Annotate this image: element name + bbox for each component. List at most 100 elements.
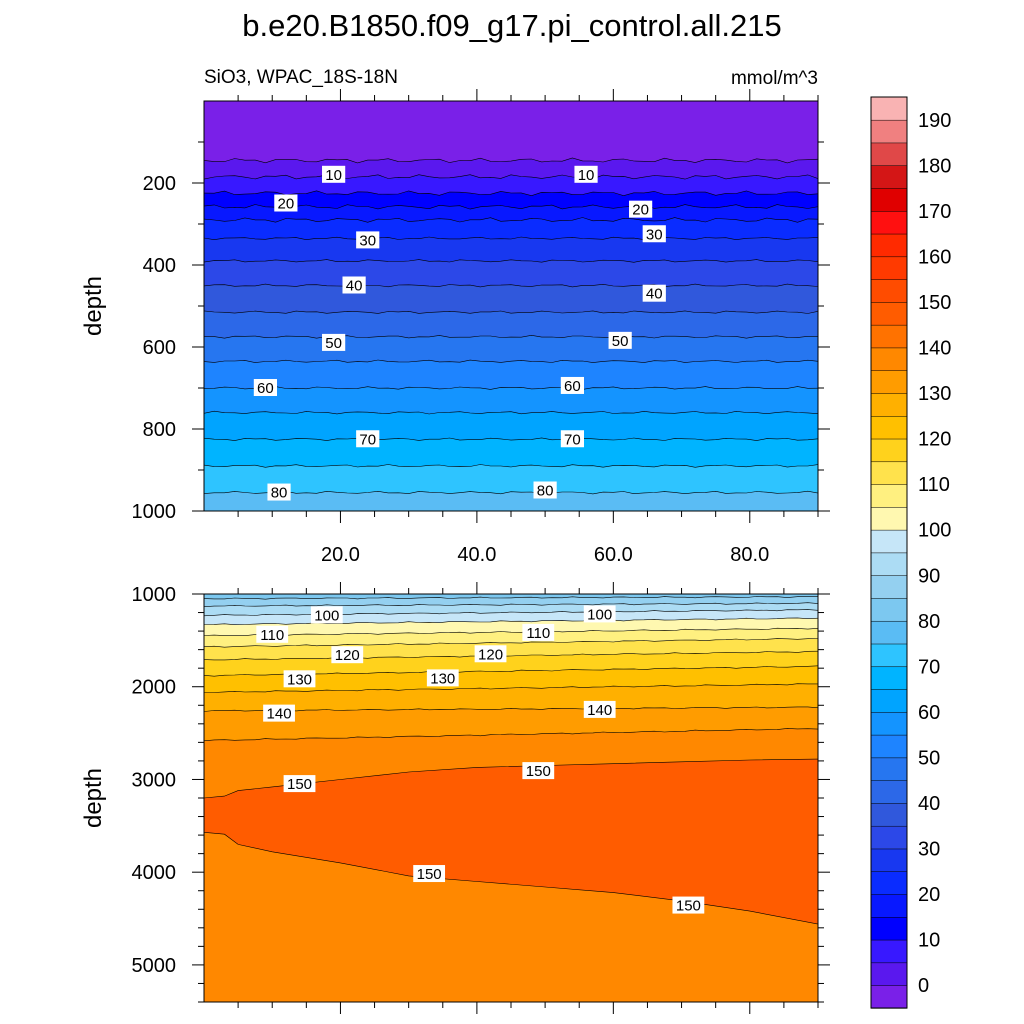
contour-label-box: [322, 165, 346, 183]
x-tick-label: 60.0: [594, 544, 633, 566]
contour-label: 100: [583, 605, 616, 623]
colorbar-swatch: [870, 210, 908, 235]
contour-line: [204, 174, 818, 180]
colorbar-label: 10: [918, 930, 940, 952]
colorbar-swatch: [870, 415, 908, 440]
band-fill: [204, 464, 818, 494]
contour-label: 120: [331, 646, 364, 664]
contour-line: [204, 236, 818, 241]
colorbar-swatch: [870, 96, 908, 121]
band-fill: [204, 158, 818, 180]
contour-label-box: [672, 896, 705, 914]
colorbar-swatch: [870, 119, 908, 144]
colorbar-swatch: [870, 347, 908, 371]
band-fill: [204, 651, 818, 677]
band-fill: [204, 360, 818, 390]
contour-label-box: [283, 670, 316, 688]
contour-label-box: [642, 225, 666, 243]
contour-line: [204, 437, 818, 441]
contour-line: [204, 609, 818, 617]
contour-label: 30: [642, 225, 666, 243]
lower-y-axis-label: depth: [80, 768, 107, 828]
colorbar-label: 130: [918, 383, 951, 405]
colorbar-label: 160: [918, 246, 951, 268]
contour-label: 10: [574, 165, 598, 184]
contour-label-text: 100: [314, 607, 339, 624]
contour-label-box: [274, 194, 298, 212]
band-fill: [204, 609, 818, 625]
colorbar-label: 100: [918, 520, 951, 542]
contour-label: 70: [356, 430, 380, 448]
contour-label-text: 40: [646, 286, 663, 303]
contour-label-text: 10: [578, 167, 595, 184]
y-tick-label: 600: [143, 337, 176, 359]
colorbar-swatch: [870, 552, 908, 576]
colorbar-label: 150: [918, 292, 951, 314]
colorbar-swatch: [870, 438, 908, 463]
contour-label-text: 110: [260, 627, 284, 644]
band-fill: [204, 665, 818, 693]
contour-line: [204, 283, 818, 288]
y-tick-label: 1000: [132, 584, 177, 606]
colorbar-swatch: [870, 734, 908, 759]
contour-label-text: 20: [278, 196, 295, 213]
colorbar-swatch: [870, 301, 908, 326]
contour-line: [204, 464, 818, 468]
contour-label-box: [608, 331, 632, 349]
contour-label-text: 140: [587, 702, 612, 719]
contour-label-text: 30: [646, 226, 663, 243]
contour-label: 60: [253, 379, 277, 397]
contour-label: 10: [322, 165, 346, 184]
colorbar-swatch: [870, 392, 908, 417]
contour-line: [204, 627, 818, 637]
colorbar-swatch: [870, 825, 908, 850]
colorbar-swatch: [870, 256, 908, 280]
contour-label-box: [474, 645, 507, 663]
contour-label-text: 110: [526, 625, 550, 642]
colorbar-swatch: [870, 461, 908, 485]
colorbar-label: 170: [918, 201, 951, 223]
contour-label: 110: [522, 623, 555, 642]
contour-label-box: [426, 669, 459, 687]
contour-label: 150: [413, 865, 446, 883]
band-fill: [204, 491, 818, 511]
contour-line: [204, 638, 818, 648]
colorbar-label: 140: [918, 338, 951, 360]
contour-label: 50: [608, 331, 632, 350]
contour-label: 150: [522, 762, 555, 780]
contour-line: [204, 602, 818, 607]
contour-label: 80: [267, 483, 291, 502]
colorbar-swatch: [870, 529, 908, 554]
contour-label-text: 130: [287, 671, 312, 688]
contour-label-text: 40: [346, 278, 363, 295]
contour-label-text: 140: [267, 706, 292, 723]
band-fill: [204, 706, 818, 741]
colorbar-swatch: [870, 620, 908, 645]
contour-line: [204, 157, 818, 164]
colorbar-swatch: [870, 597, 908, 622]
band-fill: [204, 190, 818, 210]
contour-label-text: 120: [335, 647, 360, 664]
contour-label-text: 150: [287, 776, 312, 793]
x-tick-label: 40.0: [457, 544, 496, 566]
colorbar-swatch: [870, 916, 908, 941]
colorbar-swatch: [870, 984, 908, 1009]
colorbar-swatch: [870, 711, 908, 736]
contour-line: [204, 596, 818, 600]
contour-label-text: 100: [587, 606, 612, 623]
colorbar-swatch: [870, 939, 908, 964]
contour-label-box: [310, 606, 343, 624]
contour-line: [204, 410, 818, 415]
colorbar-label: 60: [918, 702, 940, 724]
contour-label: 70: [560, 430, 584, 448]
contour-label-text: 150: [526, 763, 551, 780]
band-fill: [204, 284, 818, 314]
contour-line: [204, 190, 818, 197]
band-fill: [204, 204, 818, 223]
colorbar-swatch: [870, 666, 908, 690]
contour-label: 150: [672, 896, 705, 915]
colorbar-swatch: [870, 757, 908, 781]
contour-label-text: 10: [325, 167, 342, 184]
colorbar-swatch: [870, 848, 908, 873]
